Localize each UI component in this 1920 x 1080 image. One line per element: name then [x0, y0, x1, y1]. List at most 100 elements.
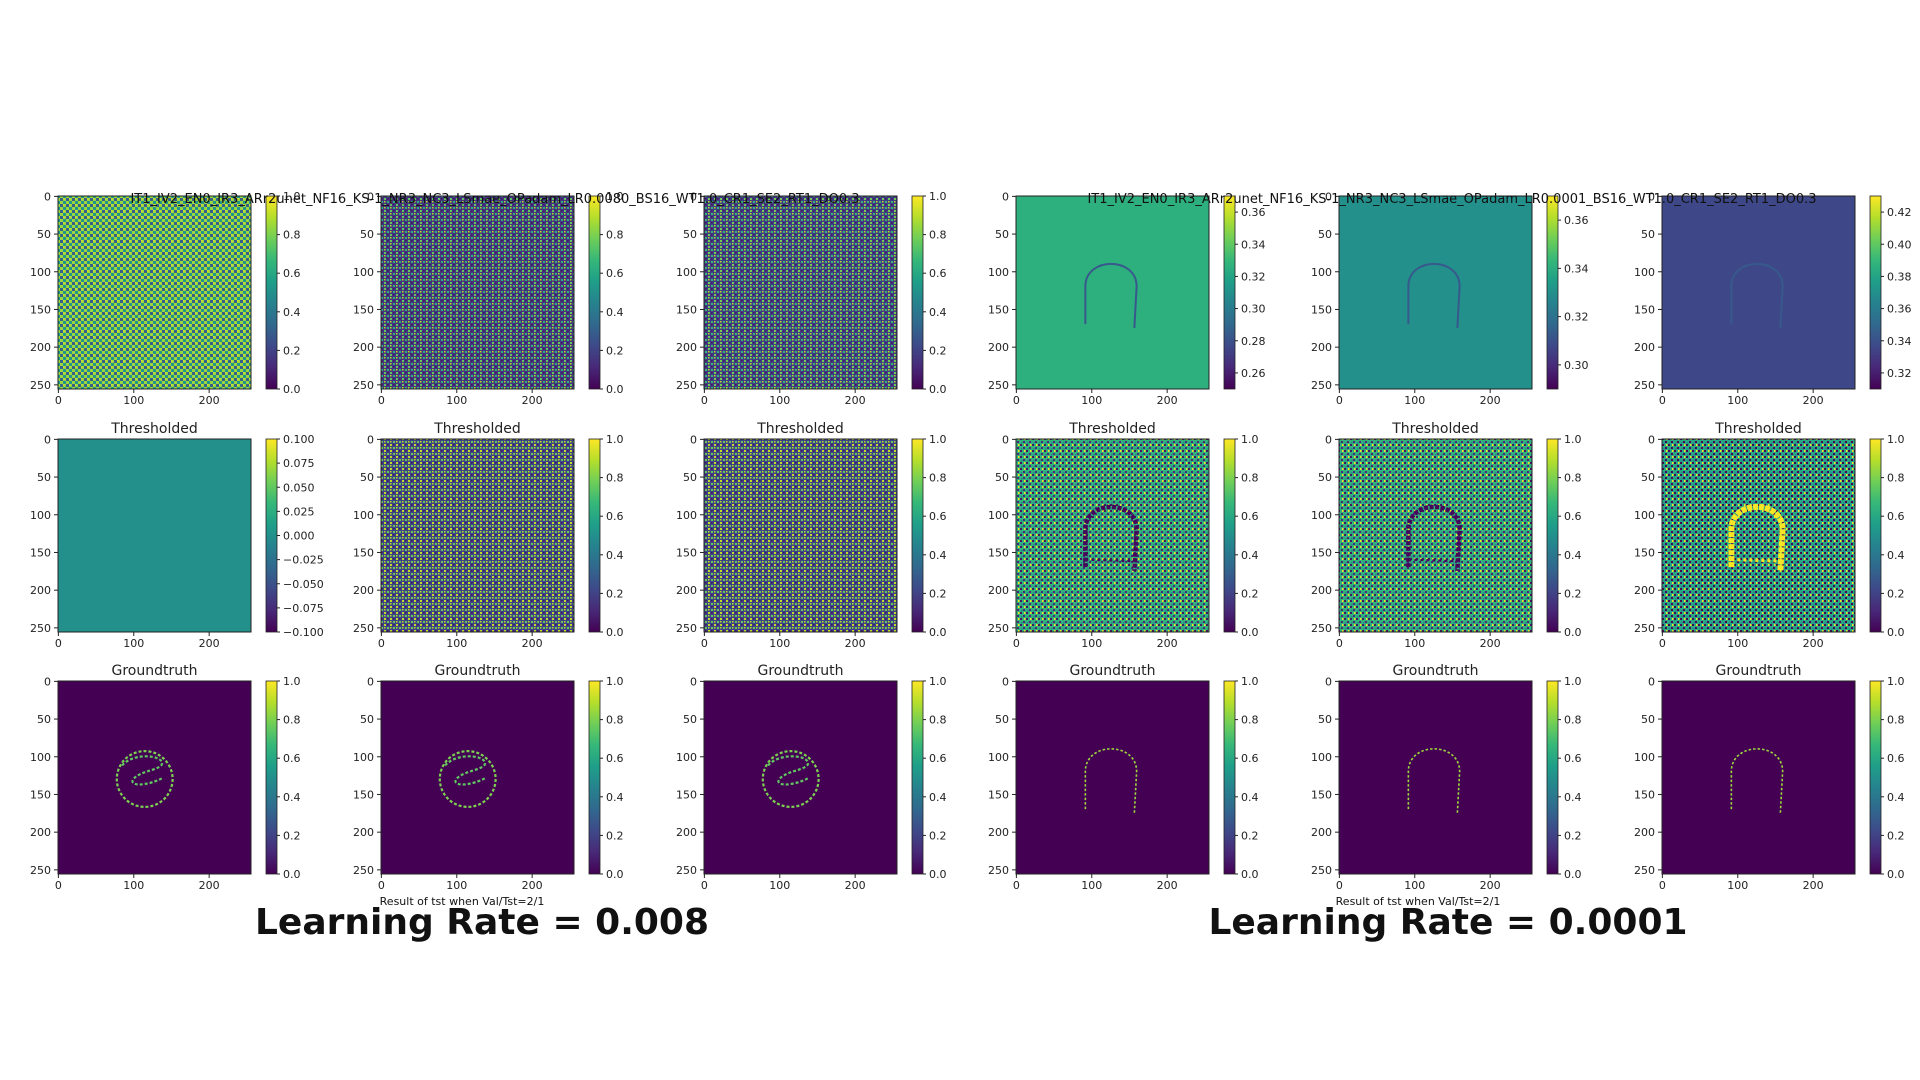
panel-right-caption: Result of tst when Val/Tst=2/1 — [1335, 895, 1501, 908]
subplot-title: Groundtruth — [112, 663, 198, 679]
colorbar-tick-label: 0.2 — [283, 829, 301, 842]
y-tick-label: 250 — [30, 379, 51, 392]
groundtruth-ring — [115, 750, 174, 809]
y-tick-label: 250 — [1311, 379, 1332, 392]
y-tick-label: 50 — [360, 471, 374, 484]
colorbar-tick-label: 0.4 — [1241, 549, 1259, 562]
colorbar-tick-label: 1.0 — [606, 675, 624, 688]
colorbar — [911, 438, 924, 633]
x-tick-label: 200 — [845, 637, 866, 650]
y-tick-label: 150 — [676, 303, 697, 316]
heatmap-image — [1016, 681, 1209, 874]
colorbar-tick-label: 1.0 — [929, 190, 947, 203]
y-tick-label: 50 — [1318, 228, 1332, 241]
x-tick-label: 100 — [769, 879, 790, 892]
subplot-title: Groundtruth — [1716, 663, 1802, 679]
x-tick-label: 100 — [446, 637, 467, 650]
y-tick-label: 250 — [1634, 622, 1655, 635]
colorbar-tick-label: 0.6 — [606, 510, 624, 523]
subplot-p0-r2-c2: Groundtruth 0 100 200 0 50 100 150 200 250 0.0 0.2 0… — [676, 663, 947, 892]
x-tick-label: 0 — [1336, 637, 1343, 650]
x-tick-label: 100 — [123, 879, 144, 892]
y-tick-label: 100 — [353, 509, 374, 522]
colorbar — [1546, 680, 1559, 875]
subplot-p0-r1-c1: Thresholded 0 100 200 0 50 100 150 200 250 0.0 0.2 0… — [353, 421, 624, 650]
colorbar — [265, 680, 278, 875]
colorbar-tick-label: 0.8 — [606, 472, 624, 485]
colorbar-tick-label: 0.6 — [1887, 510, 1905, 523]
y-tick-label: 0 — [367, 675, 374, 688]
y-tick-label: 150 — [30, 546, 51, 559]
colorbar-tick-label: 0.42 — [1887, 206, 1912, 219]
heatmap-image — [704, 681, 897, 874]
colorbar-tick-label: 0.2 — [606, 344, 624, 357]
y-tick-label: 0 — [367, 433, 374, 446]
x-tick-label: 200 — [199, 637, 220, 650]
plot-frame — [1661, 195, 1856, 390]
y-tick-label: 50 — [360, 228, 374, 241]
subplot-title: Groundtruth — [1070, 663, 1156, 679]
colorbar-tick-label: 0.4 — [1887, 791, 1905, 804]
y-tick-label: 0 — [1325, 675, 1332, 688]
colorbar-tick-label: 0.4 — [1887, 549, 1905, 562]
colorbar-tick-label: 0.2 — [1241, 587, 1259, 600]
colorbar — [588, 680, 601, 875]
y-tick-label: 150 — [988, 303, 1009, 316]
y-tick-label: 250 — [676, 379, 697, 392]
colorbar-tick-label: 0.34 — [1564, 262, 1589, 275]
x-tick-label: 200 — [1803, 637, 1824, 650]
colorbar-tick-label: 0.0 — [283, 868, 301, 881]
colorbar-tick-label: 1.0 — [283, 675, 301, 688]
colorbar-tick-label: 0.4 — [283, 306, 301, 319]
groundtruth-curve — [767, 755, 811, 786]
y-tick-label: 250 — [30, 864, 51, 877]
heatmap-image — [1662, 681, 1855, 874]
colorbar-tick-label: 0.6 — [929, 510, 947, 523]
colorbar-tick-label: 0.30 — [1564, 359, 1589, 372]
heatmap-image — [58, 439, 251, 632]
subplot-p0-r1-c2: Thresholded 0 100 200 0 50 100 150 200 250 0.0 0.2 0… — [676, 421, 947, 650]
x-tick-label: 0 — [1659, 394, 1666, 407]
plot-frame — [380, 680, 575, 875]
x-tick-label: 100 — [123, 394, 144, 407]
colorbar-tick-label: 0.6 — [1564, 510, 1582, 523]
colorbar-tick-label: 0.8 — [606, 229, 624, 242]
colorbar — [265, 438, 278, 633]
colorbar-tick-label: 0.2 — [1564, 829, 1582, 842]
x-tick-label: 100 — [1727, 394, 1748, 407]
colorbar — [1546, 438, 1559, 633]
subplot-p1-r0-c0: 0 100 200 0 50 100 150 200 250 0.26 0.28 0.30 0.32 0.… — [988, 190, 1266, 407]
heatmap-image — [704, 196, 897, 389]
colorbar-tick-label: 0.0 — [929, 626, 947, 639]
heatmap-image — [381, 681, 574, 874]
colorbar-tick-label: 0.6 — [1241, 752, 1259, 765]
x-tick-label: 100 — [1727, 637, 1748, 650]
colorbar-tick-label: −0.075 — [283, 602, 324, 615]
plot-frame — [703, 680, 898, 875]
colorbar-tick-label: 0.0 — [283, 383, 301, 396]
plot-frame — [380, 438, 575, 633]
colorbar — [911, 680, 924, 875]
y-tick-label: 250 — [988, 622, 1009, 635]
y-tick-label: 150 — [1311, 788, 1332, 801]
x-tick-label: 100 — [1727, 879, 1748, 892]
colorbar-tick-label: 0.025 — [283, 505, 315, 518]
y-tick-label: 50 — [683, 228, 697, 241]
colorbar-tick-label: 0.2 — [1564, 587, 1582, 600]
groundtruth-curve — [444, 755, 488, 786]
colorbar-tick-label: 0.40 — [1887, 238, 1912, 251]
heatmap-image — [1662, 196, 1855, 389]
y-tick-label: 200 — [1311, 584, 1332, 597]
plot-frame — [1015, 438, 1210, 633]
subplot-title: Thresholded — [1714, 421, 1802, 437]
x-tick-label: 200 — [1157, 637, 1178, 650]
colorbar-tick-label: 0.0 — [1564, 626, 1582, 639]
y-tick-label: 250 — [676, 864, 697, 877]
colorbar-tick-label: 0.0 — [1564, 868, 1582, 881]
groundtruth-arch — [1084, 748, 1138, 813]
x-tick-label: 0 — [55, 879, 62, 892]
groundtruth-curve — [121, 755, 165, 786]
y-tick-label: 150 — [988, 546, 1009, 559]
colorbar — [1546, 195, 1559, 390]
y-tick-label: 0 — [1002, 433, 1009, 446]
